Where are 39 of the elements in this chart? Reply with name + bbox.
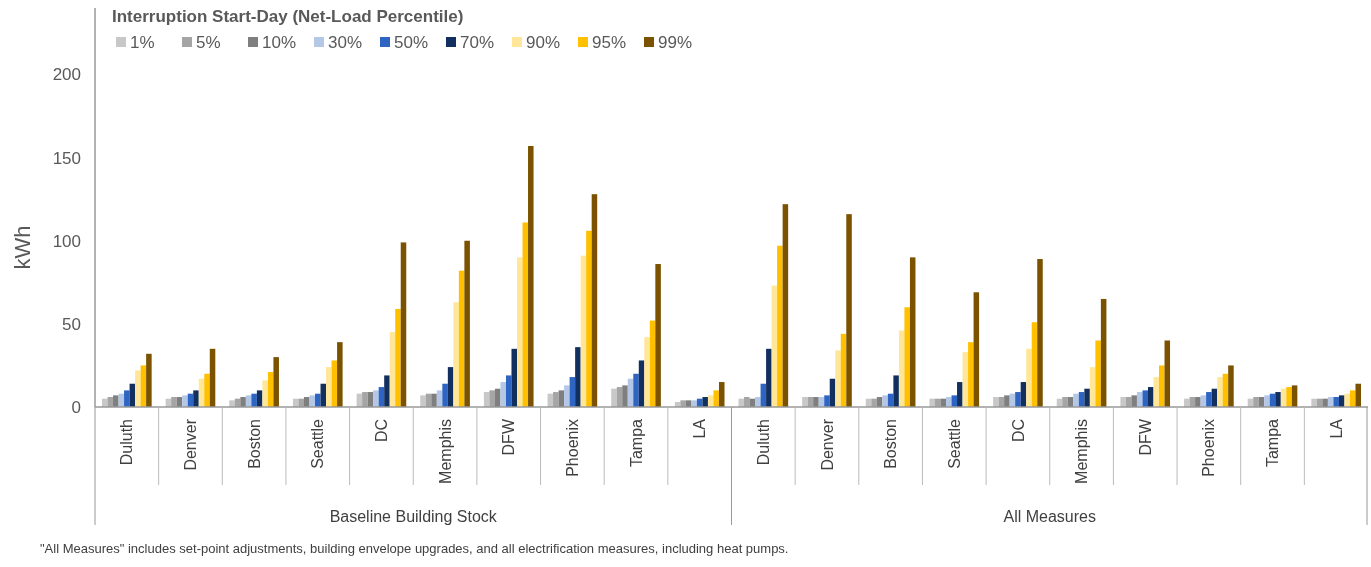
x-tick-label: Memphis bbox=[436, 419, 454, 484]
x-tick-label: DC bbox=[1009, 419, 1027, 443]
text: "All Measures" includes set-point adjustments, building envelope upgrades, and all electrification measures, including heat pumps. bbox=[40, 541, 789, 556]
legend-label: 50% bbox=[394, 33, 429, 52]
legend-title: Interruption Start-Day (Net-Load Percentile) bbox=[112, 7, 464, 26]
y-tick-label: 200 bbox=[52, 65, 81, 85]
x-tick-label: Denver bbox=[182, 418, 200, 471]
x-tick-label: DC bbox=[373, 419, 391, 443]
y-tick-label: 150 bbox=[52, 148, 81, 168]
y-tick-label: 50 bbox=[62, 314, 81, 334]
text: All Measures bbox=[1003, 508, 1096, 525]
x-tick-label: Duluth bbox=[118, 419, 136, 466]
legend-label: 70% bbox=[460, 33, 495, 52]
x-tick-label: DFW bbox=[500, 418, 518, 456]
y-tick-label: 0 bbox=[71, 397, 81, 417]
x-tick-label: Boston bbox=[882, 419, 900, 469]
x-tick-label: Tampa bbox=[627, 418, 645, 468]
legend-label: 1% bbox=[130, 33, 155, 52]
x-tick-label: Denver bbox=[818, 418, 836, 471]
legend-label: 30% bbox=[328, 33, 363, 52]
y-tick-label: 100 bbox=[52, 231, 81, 251]
x-tick-label: Duluth bbox=[754, 419, 772, 466]
legend-label: 5% bbox=[196, 33, 221, 52]
x-tick-label: Seattle bbox=[309, 418, 327, 469]
x-tick-label: LA bbox=[691, 418, 709, 439]
y-axis-title: kWh bbox=[10, 225, 35, 270]
legend-label: 95% bbox=[592, 33, 627, 52]
x-tick-label: LA bbox=[1327, 418, 1345, 439]
x-tick-label: Boston bbox=[245, 419, 263, 469]
x-tick-label: Seattle bbox=[945, 418, 963, 469]
text: Baseline Building Stock bbox=[329, 508, 498, 525]
x-tick-label: DFW bbox=[1136, 418, 1154, 456]
x-tick-label: Tampa bbox=[1264, 418, 1282, 468]
x-tick-label: Phoenix bbox=[563, 419, 581, 477]
legend-label: 10% bbox=[262, 33, 297, 52]
x-tick-label: Phoenix bbox=[1200, 419, 1218, 477]
legend-label: 90% bbox=[526, 33, 561, 52]
legend-label: 99% bbox=[658, 33, 693, 52]
x-tick-label: Memphis bbox=[1073, 419, 1091, 484]
